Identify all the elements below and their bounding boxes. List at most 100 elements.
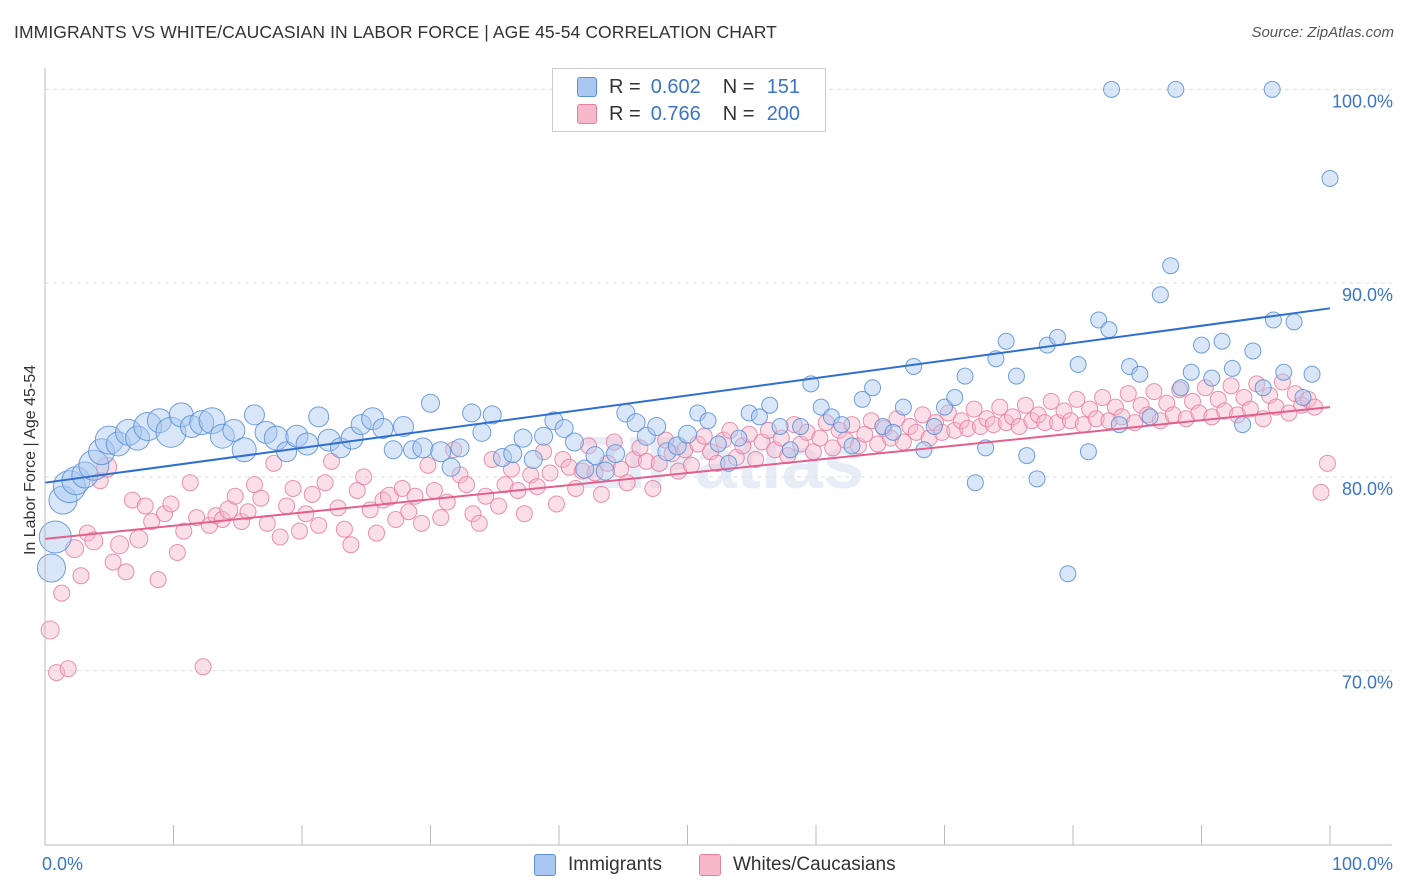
whites-point [470,514,488,532]
whites-point [149,571,167,589]
immigrants-point [564,432,584,452]
whites-point [59,660,77,678]
whites-point [515,505,533,523]
whites-point [1196,379,1214,397]
whites-point [785,416,803,434]
immigrants-point [781,441,799,459]
immigrants-point [1131,365,1149,383]
whites-point [1068,390,1086,408]
immigrants-point [1294,388,1312,406]
whites-point [168,543,186,561]
whites-point [117,563,135,581]
immigrants-point [1244,342,1262,360]
correlation-legend: R = 0.602 N = 151 R = 0.766 N = 200 [552,68,826,132]
immigrants-point [647,417,667,436]
immigrants-point [853,390,871,408]
watermark-layer: ZIPatlas [580,421,864,504]
whites-point [618,474,636,492]
immigrants-point [198,407,226,435]
immigrants-point [1321,170,1339,187]
immigrants-point [575,459,595,479]
y-axis-label: In Labor Force | Age 45-54 [22,365,39,555]
immigrants-point [513,428,533,448]
immigrants-point [1213,332,1231,350]
immigrants-point [1275,363,1293,381]
whites-point [901,418,919,435]
immigrants-point [874,418,892,435]
immigrants-point [523,449,543,469]
whites-point [811,429,829,447]
immigrants-point [595,461,615,481]
immigrants-point [222,418,246,442]
whites-point [695,427,713,445]
whites-point [592,485,610,503]
watermark: ZIPatlas [580,421,864,504]
whites-point [946,421,964,439]
legend-item-immigrants[interactable]: Immigrants [534,852,662,878]
whites-point [547,495,565,513]
whites-point [258,514,276,532]
whites-point [1312,483,1330,501]
immigrants-point [1141,408,1159,426]
chart-title: IMMIGRANTS VS WHITE/CAUCASIAN IN LABOR F… [14,22,777,42]
whites-point [310,516,328,534]
immigrants-point [1303,365,1321,383]
immigrants-point [1103,80,1121,98]
immigrants-point [1018,447,1036,465]
legend-r-value: 0.602 [650,75,701,98]
whites-point [72,567,90,585]
immigrants-point [1263,80,1281,98]
whites-point [387,511,405,528]
whites-point [194,658,212,676]
legend-item-whites[interactable]: Whites/Caucasians [699,852,896,878]
immigrants-point [1079,443,1097,461]
grid-layer [45,88,1392,672]
immigrants-point [482,405,502,425]
immigrants-point [884,423,902,441]
whites-point [824,439,842,457]
immigrants-point [350,414,372,436]
whites-point [1087,410,1105,428]
whites-point [284,480,302,497]
legend-n-label: N = [722,75,755,98]
immigrants-point [925,418,943,435]
source-credit: Source: ZipAtlas.com [1251,24,1394,41]
immigrants-point [105,431,131,457]
immigrants-point [372,417,394,439]
whites-point [650,454,668,472]
whites-point [1119,385,1137,403]
immigrants-point [1234,416,1252,434]
immigrants-point [340,426,364,450]
legend-swatch-pink [577,104,597,124]
immigrants-point [1069,356,1087,373]
immigrants-point [231,437,257,463]
whites-point [1023,412,1041,430]
whites-point [226,487,244,505]
whites-point [368,524,386,542]
whites-point [740,425,758,443]
immigrants-point [1172,379,1190,397]
whites-point [490,497,508,515]
whites-point [303,485,321,503]
immigrants-point [792,418,810,435]
whites-trend-line [44,406,1331,540]
immigrants-point [1285,313,1303,331]
whites-point [1036,414,1054,432]
whites-point [425,481,443,499]
immigrants-point [771,418,789,435]
immigrants-point [843,437,861,455]
immigrants-point [626,413,646,433]
whites-point [997,414,1015,432]
immigrants-point [966,474,984,492]
immigrants-point [606,444,626,464]
immigrants-point [209,423,235,449]
immigrants-point [1100,321,1118,339]
whites-point [400,503,418,521]
y-tick-label: 70.0% [1342,673,1393,693]
whites-point [1055,402,1073,420]
whites-point [843,416,861,434]
whites-point [53,584,71,602]
immigrants-point [750,408,768,426]
immigrants-trend-line [44,307,1331,484]
